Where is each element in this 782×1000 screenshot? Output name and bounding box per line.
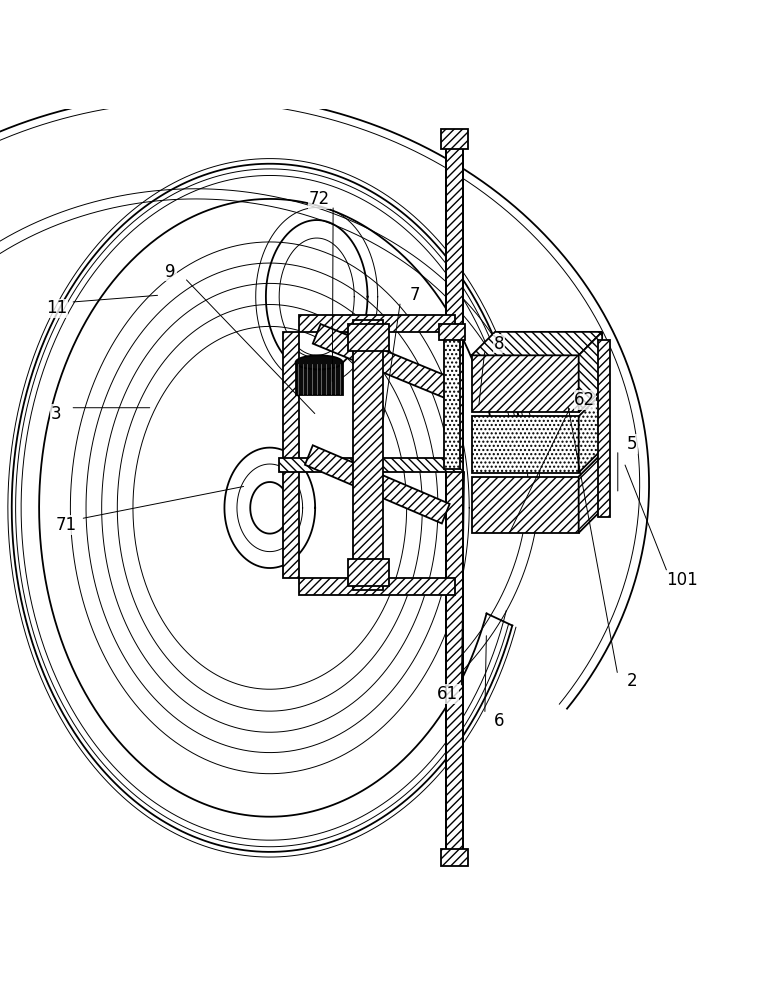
Polygon shape [313, 324, 454, 398]
Bar [472, 416, 579, 473]
Bar [348, 559, 389, 586]
Polygon shape [472, 332, 602, 355]
Text: 3: 3 [51, 405, 62, 423]
Polygon shape [283, 332, 299, 578]
Text: 101: 101 [666, 571, 698, 589]
Text: 72: 72 [308, 190, 330, 208]
Text: 8: 8 [493, 335, 504, 353]
Text: 61: 61 [436, 685, 458, 703]
Polygon shape [579, 393, 602, 473]
Text: 11: 11 [45, 299, 67, 317]
Bar [598, 340, 610, 517]
Bar [444, 336, 460, 469]
Polygon shape [299, 578, 455, 595]
Polygon shape [279, 458, 463, 472]
Bar [441, 129, 468, 149]
Text: 7: 7 [409, 286, 420, 304]
Text: 71: 71 [56, 516, 77, 534]
Polygon shape [579, 453, 602, 533]
Polygon shape [353, 320, 383, 590]
Bar [439, 324, 465, 340]
Polygon shape [579, 332, 602, 412]
Bar [472, 355, 579, 412]
Polygon shape [299, 315, 455, 332]
Bar [446, 144, 463, 852]
Bar [348, 324, 389, 351]
Text: 2: 2 [626, 672, 637, 690]
Bar [472, 477, 579, 533]
Text: 9: 9 [165, 263, 176, 281]
Bar [441, 849, 468, 866]
Ellipse shape [296, 355, 343, 369]
Text: 62: 62 [574, 391, 596, 409]
Text: 5: 5 [626, 435, 637, 453]
Polygon shape [305, 445, 450, 523]
Bar [296, 362, 343, 395]
Text: 6: 6 [493, 712, 504, 730]
